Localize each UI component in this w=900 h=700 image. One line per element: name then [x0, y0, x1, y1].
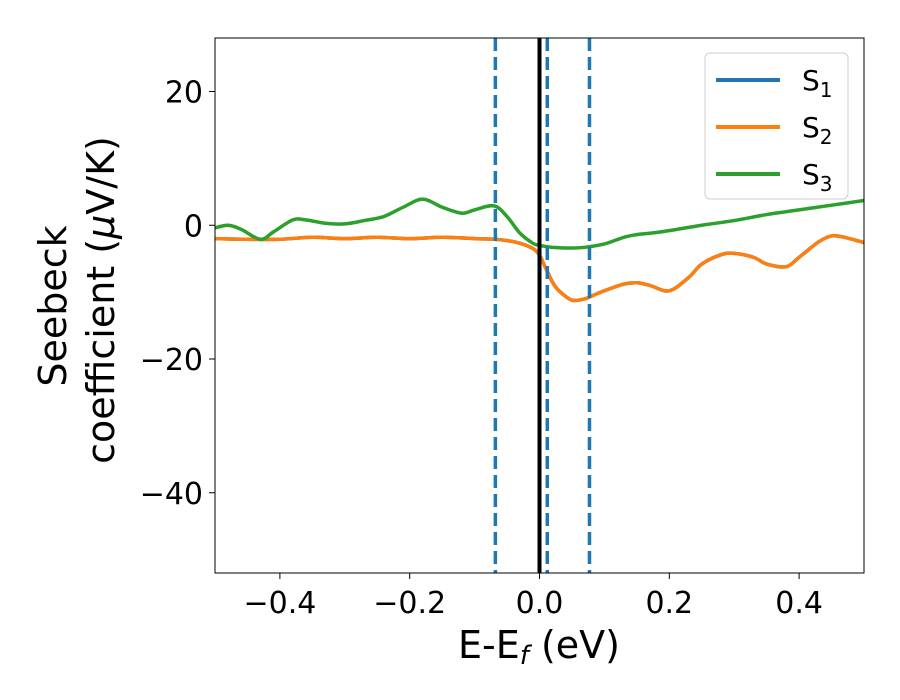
x-tick-label: 0.4	[775, 586, 823, 621]
y-axis-ticks: 20 0 −20 −40	[140, 76, 215, 512]
y-tick-label: 20	[165, 76, 203, 111]
x-tick-label: −0.2	[373, 586, 446, 621]
y-axis-title-line2: coefficient (μV/K)	[79, 136, 123, 464]
x-tick-label: 0.2	[645, 586, 693, 621]
x-tick-label: −0.4	[243, 586, 316, 621]
reference-lines	[493, 38, 592, 573]
series-line-s3	[215, 197, 864, 250]
y-tick-label: 0	[184, 209, 203, 244]
plot-lines	[215, 197, 864, 303]
legend: S1 S2 S3	[704, 52, 849, 200]
y-tick-label: −20	[140, 343, 203, 378]
y-axis-title: Seebeck coefficient (μV/K)	[31, 136, 123, 464]
x-axis-ticks: −0.4 −0.2 0.0 0.2 0.4	[243, 573, 823, 621]
legend-label-s2: S2	[802, 111, 833, 149]
y-tick-label: −40	[140, 477, 203, 512]
legend-label-s3: S3	[802, 158, 833, 196]
x-axis-title: E-Ef (eV)	[458, 623, 620, 671]
legend-label-s1: S1	[802, 64, 833, 102]
series-line-s2	[215, 233, 864, 303]
y-axis-title-line1: Seebeck	[31, 225, 75, 386]
x-tick-label: 0.0	[516, 586, 564, 621]
